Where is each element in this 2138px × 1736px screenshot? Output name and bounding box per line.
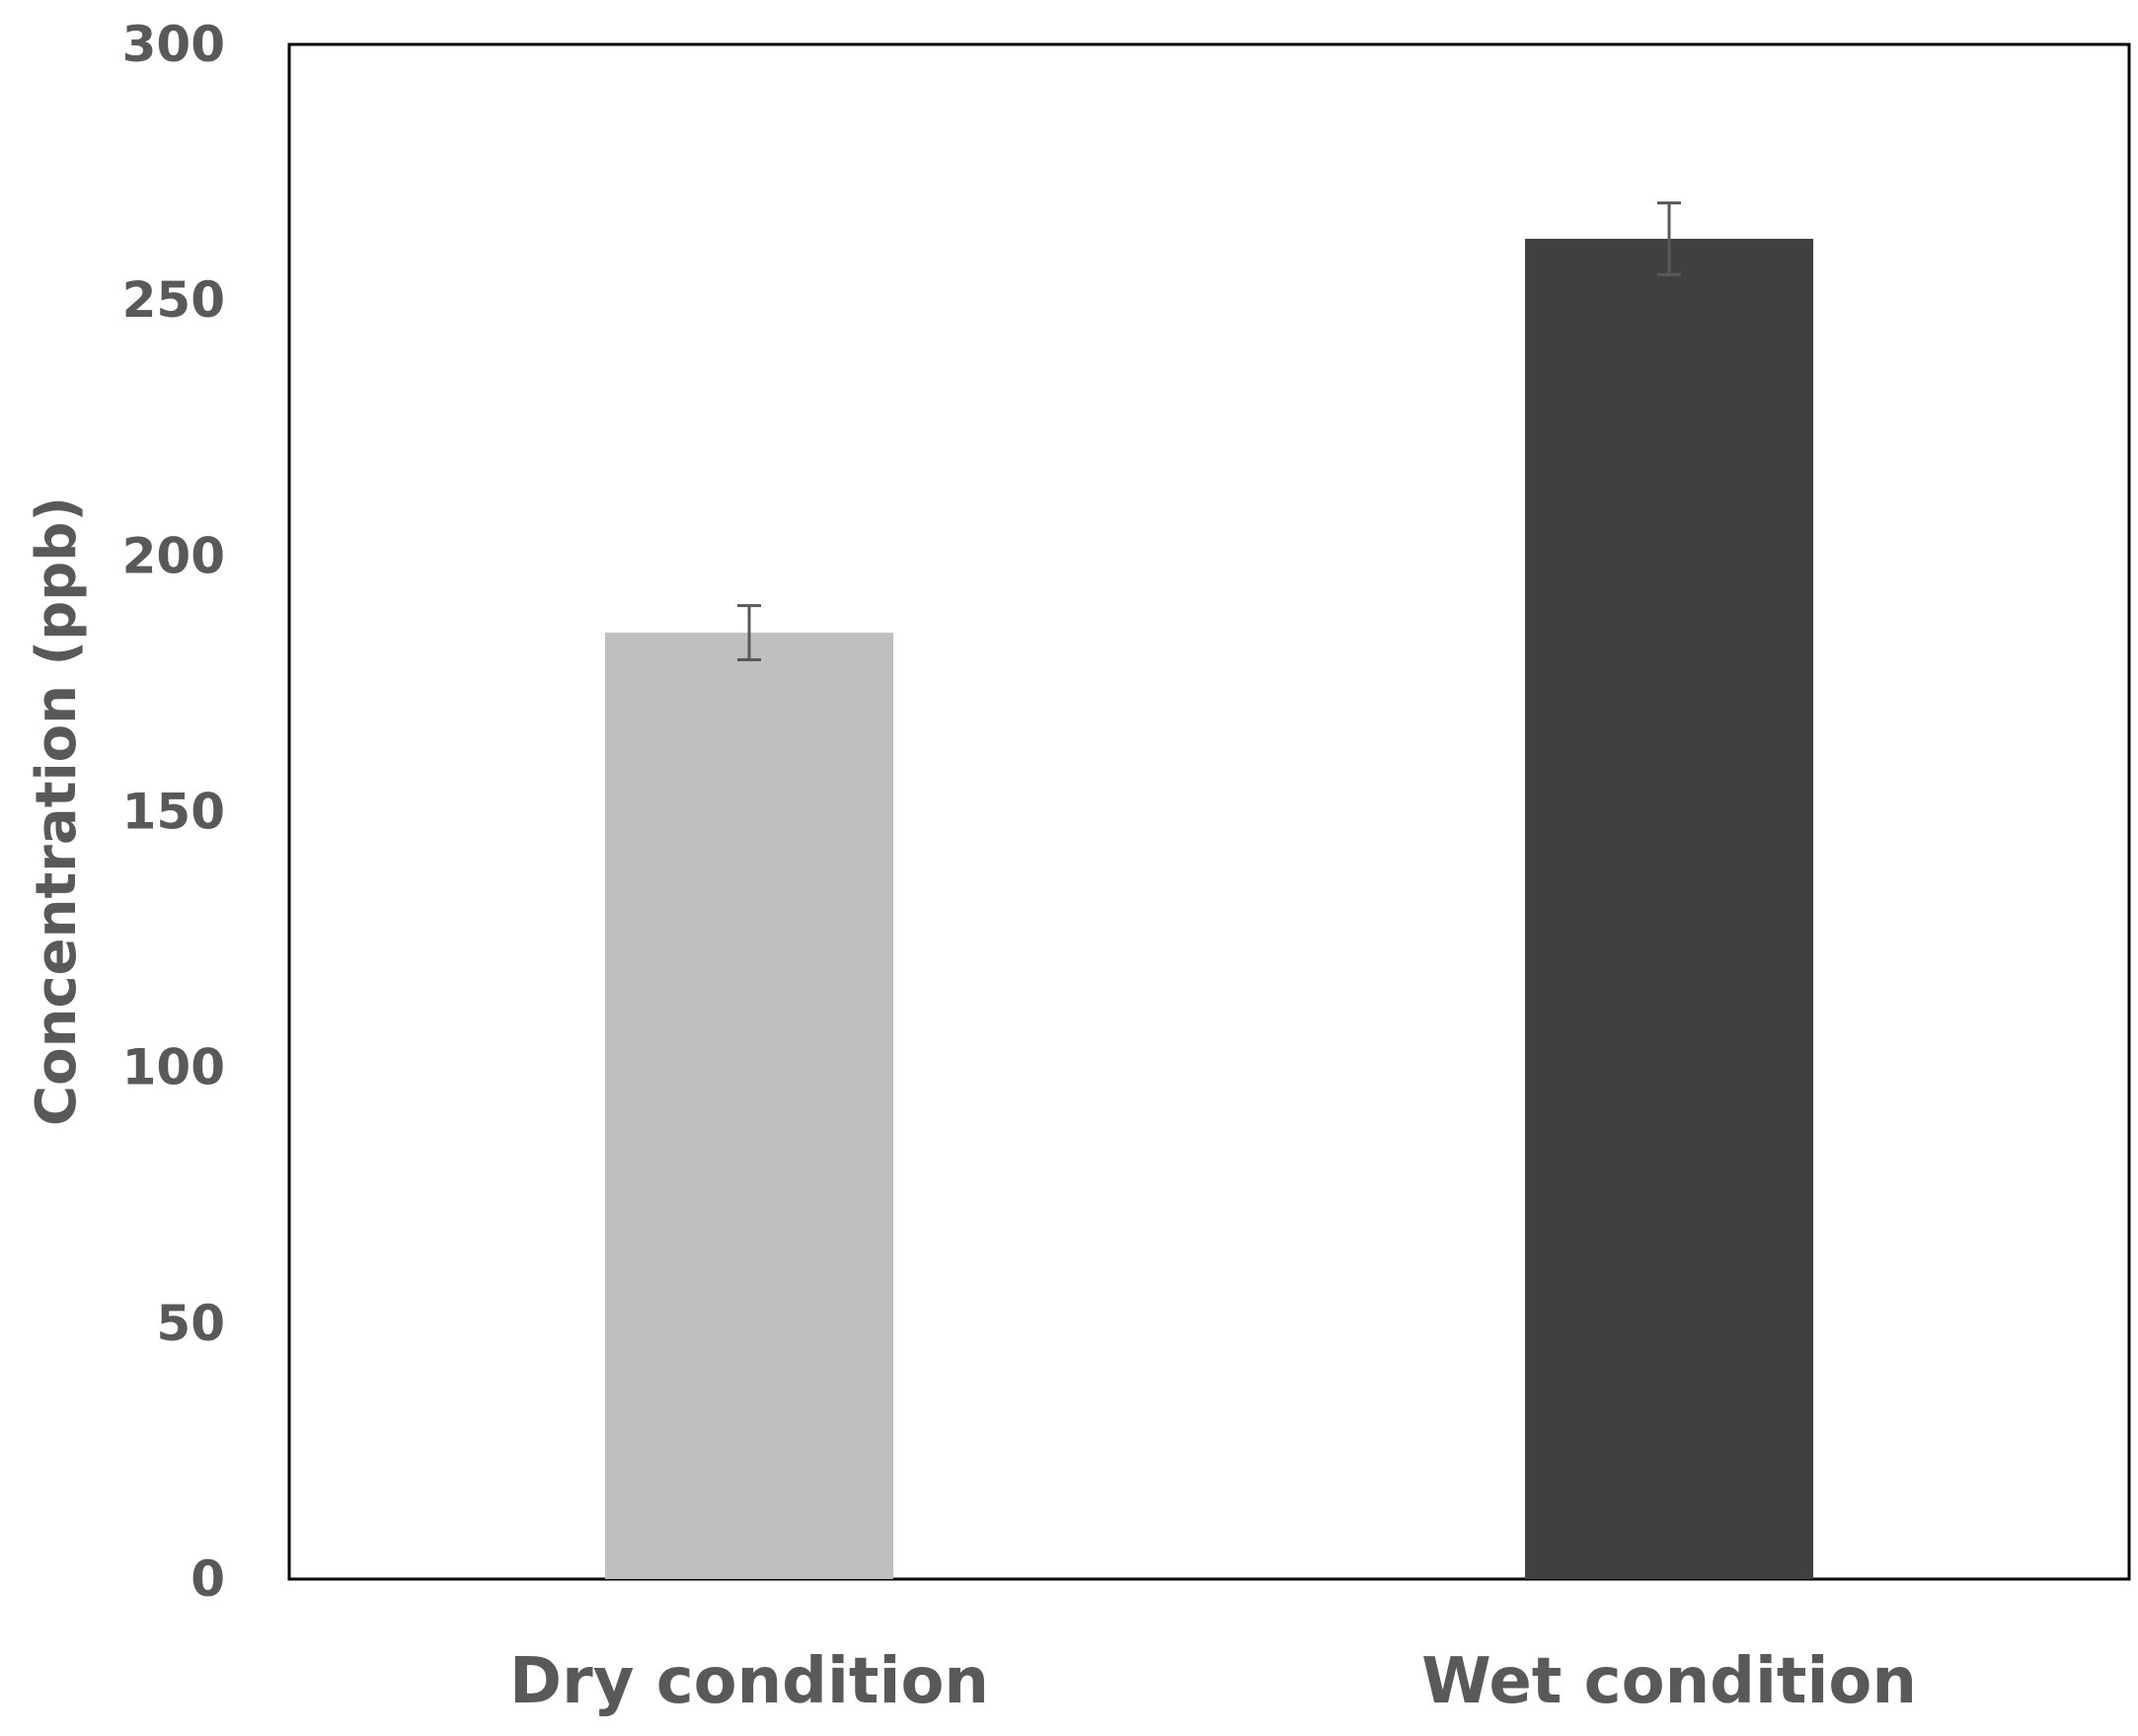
x-category-label-wet-condition: Wet condition bbox=[1421, 1645, 1917, 1718]
y-tick-label-0: 0 bbox=[191, 1550, 225, 1608]
y-tick-label-50: 50 bbox=[156, 1295, 225, 1352]
plot-area bbox=[287, 42, 2131, 1581]
y-tick-label-100: 100 bbox=[122, 1039, 225, 1096]
bars-layer bbox=[605, 238, 1813, 1579]
y-axis-ticks: 0 50 100 150 200 250 300 bbox=[122, 16, 225, 1608]
y-tick-label-150: 150 bbox=[122, 784, 225, 841]
y-axis-title: Concentration (ppb) bbox=[25, 496, 89, 1126]
y-tick-label-250: 250 bbox=[122, 271, 225, 329]
error-bar-wet-condition bbox=[1657, 201, 1681, 276]
error-bar-dry-condition bbox=[737, 604, 761, 662]
x-axis-categories: Dry condition Wet condition bbox=[509, 1645, 1917, 1718]
bar-dry-condition bbox=[605, 633, 893, 1579]
bar-wet-condition bbox=[1525, 238, 1813, 1579]
error-bars-layer bbox=[737, 201, 1681, 662]
y-tick-label-300: 300 bbox=[122, 16, 225, 73]
y-tick-label-200: 200 bbox=[122, 527, 225, 584]
x-category-label-dry-condition: Dry condition bbox=[509, 1645, 989, 1718]
